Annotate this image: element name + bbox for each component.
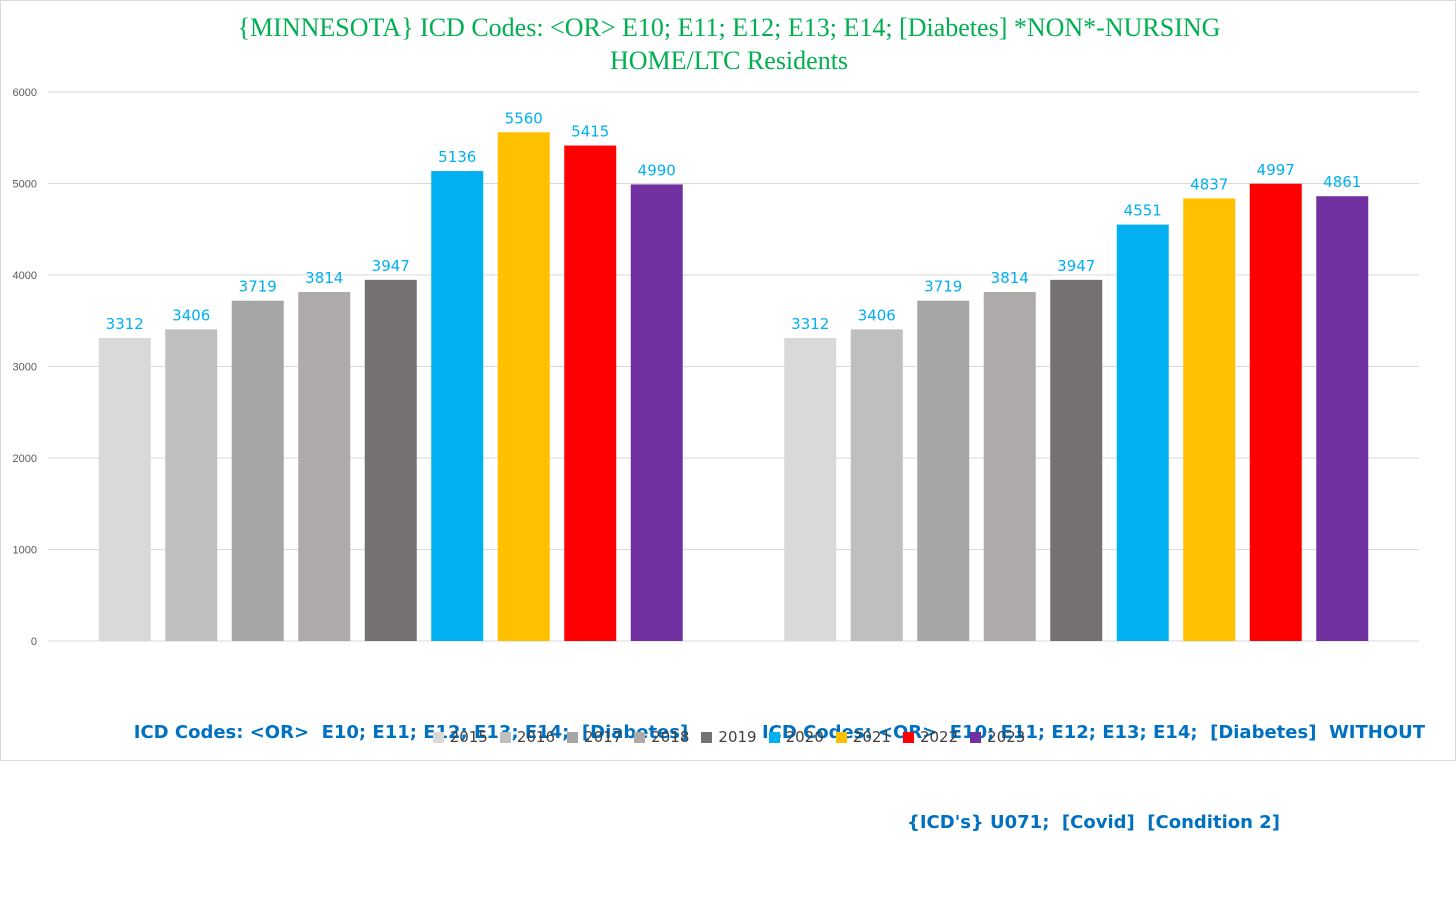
data-label: 5136 — [438, 148, 476, 166]
y-tick-label: 3000 — [13, 362, 37, 374]
data-label: 3312 — [106, 315, 144, 333]
legend-swatch — [499, 731, 511, 743]
chart-legend: 2015 2016 2017 2018 2019 2020 2021 2022 2023 — [1, 728, 1456, 746]
legend-label: 2021 — [852, 728, 891, 746]
category-label-2-line-2: {ICD's} U071; [Covid] [Condition 2] — [907, 812, 1280, 833]
data-label: 4997 — [1257, 161, 1295, 179]
legend-item-2018: 2018 — [634, 728, 689, 746]
chart-title-line-2: HOME/LTC Residents — [609, 46, 849, 75]
legend-item-2017: 2017 — [567, 728, 622, 746]
data-label: 3814 — [991, 269, 1029, 287]
bar-2022-group-1 — [564, 145, 617, 641]
bar-2017-group-1 — [231, 300, 284, 641]
legend-label: 2022 — [919, 728, 959, 746]
data-label: 3406 — [172, 306, 210, 324]
legend-swatch — [432, 731, 444, 743]
legend-label: 2018 — [651, 728, 690, 746]
data-label: 3406 — [858, 306, 896, 324]
legend-swatch — [902, 731, 914, 743]
y-tick-label: 4000 — [13, 270, 37, 282]
data-label: 4551 — [1124, 202, 1162, 220]
bar-2017-group-2 — [917, 300, 970, 641]
bar-2020-group-2 — [1116, 224, 1169, 641]
legend-item-2016: 2016 — [499, 728, 556, 746]
data-label: 4990 — [638, 161, 676, 179]
legend-label: 2017 — [584, 728, 623, 746]
y-tick-label: 6000 — [13, 87, 37, 99]
data-label: 4861 — [1323, 173, 1361, 191]
data-label: 3719 — [239, 278, 277, 296]
y-tick-label: 2000 — [13, 453, 37, 465]
legend-item-2022: 2022 — [902, 728, 959, 746]
data-label: 4837 — [1190, 175, 1228, 193]
bar-2021-group-1 — [497, 132, 550, 641]
legend-swatch — [701, 731, 713, 743]
data-label: 3947 — [1057, 257, 1095, 275]
legend-item-2019: 2019 — [701, 728, 757, 746]
legend-item-2020: 2020 — [768, 728, 824, 746]
data-label: 3719 — [924, 278, 962, 296]
bar-2015-group-1 — [98, 337, 151, 641]
bar-2023-group-2 — [1316, 196, 1369, 641]
legend-label: 2020 — [785, 728, 824, 746]
data-label: 5560 — [505, 109, 543, 127]
bar-2019-group-1 — [364, 279, 417, 641]
category-label-2: ICD Codes: <OR> E10; E11; E12; E13; E14;… — [761, 658, 1426, 898]
data-label: 3814 — [305, 269, 343, 287]
category-label-2-line-1: ICD Codes: <OR> E10; E11; E12; E13; E14;… — [761, 722, 1426, 743]
bar-2018-group-1 — [298, 292, 351, 641]
chart-title-line-1: {MINNESOTA} ICD Codes: <OR> E10; E11; E1… — [237, 13, 1221, 42]
data-label: 5415 — [571, 123, 609, 141]
data-label: 3312 — [791, 315, 829, 333]
chart-frame: {MINNESOTA} ICD Codes: <OR> E10; E11; E1… — [0, 0, 1456, 833]
legend-swatch — [768, 731, 780, 743]
legend-swatch — [634, 731, 646, 743]
legend-item-2015: 2015 — [432, 728, 488, 746]
legend-swatch — [835, 731, 847, 743]
bar-2018-group-2 — [983, 292, 1036, 641]
bar-2022-group-2 — [1249, 183, 1302, 641]
bar-2023-group-1 — [630, 184, 683, 642]
y-tick-label: 0 — [31, 636, 37, 648]
bar-chart: 0 1000 2000 3000 4000 5000 6000 3312 3406 3719 381… — [13, 87, 1419, 648]
legend-label: 2019 — [718, 728, 757, 746]
legend-swatch — [567, 731, 579, 743]
legend-item-2021: 2021 — [835, 728, 891, 746]
bar-2021-group-2 — [1183, 198, 1236, 642]
bar-2016-group-2 — [850, 329, 903, 641]
bar-2016-group-1 — [165, 329, 218, 641]
y-tick-label: 5000 — [13, 179, 37, 191]
legend-label: 2023 — [987, 728, 1026, 746]
data-label: 3947 — [372, 257, 410, 275]
legend-label: 2015 — [449, 728, 488, 746]
legend-swatch — [970, 731, 982, 743]
legend-item-2023: 2023 — [970, 728, 1025, 746]
chart-title: {MINNESOTA} ICD Codes: <OR> E10; E11; E1… — [1, 11, 1456, 77]
legend-label: 2016 — [516, 728, 556, 746]
bar-2019-group-2 — [1050, 279, 1103, 641]
bar-2015-group-2 — [784, 337, 837, 641]
bar-2020-group-1 — [431, 171, 484, 641]
y-tick-label: 1000 — [13, 545, 37, 557]
